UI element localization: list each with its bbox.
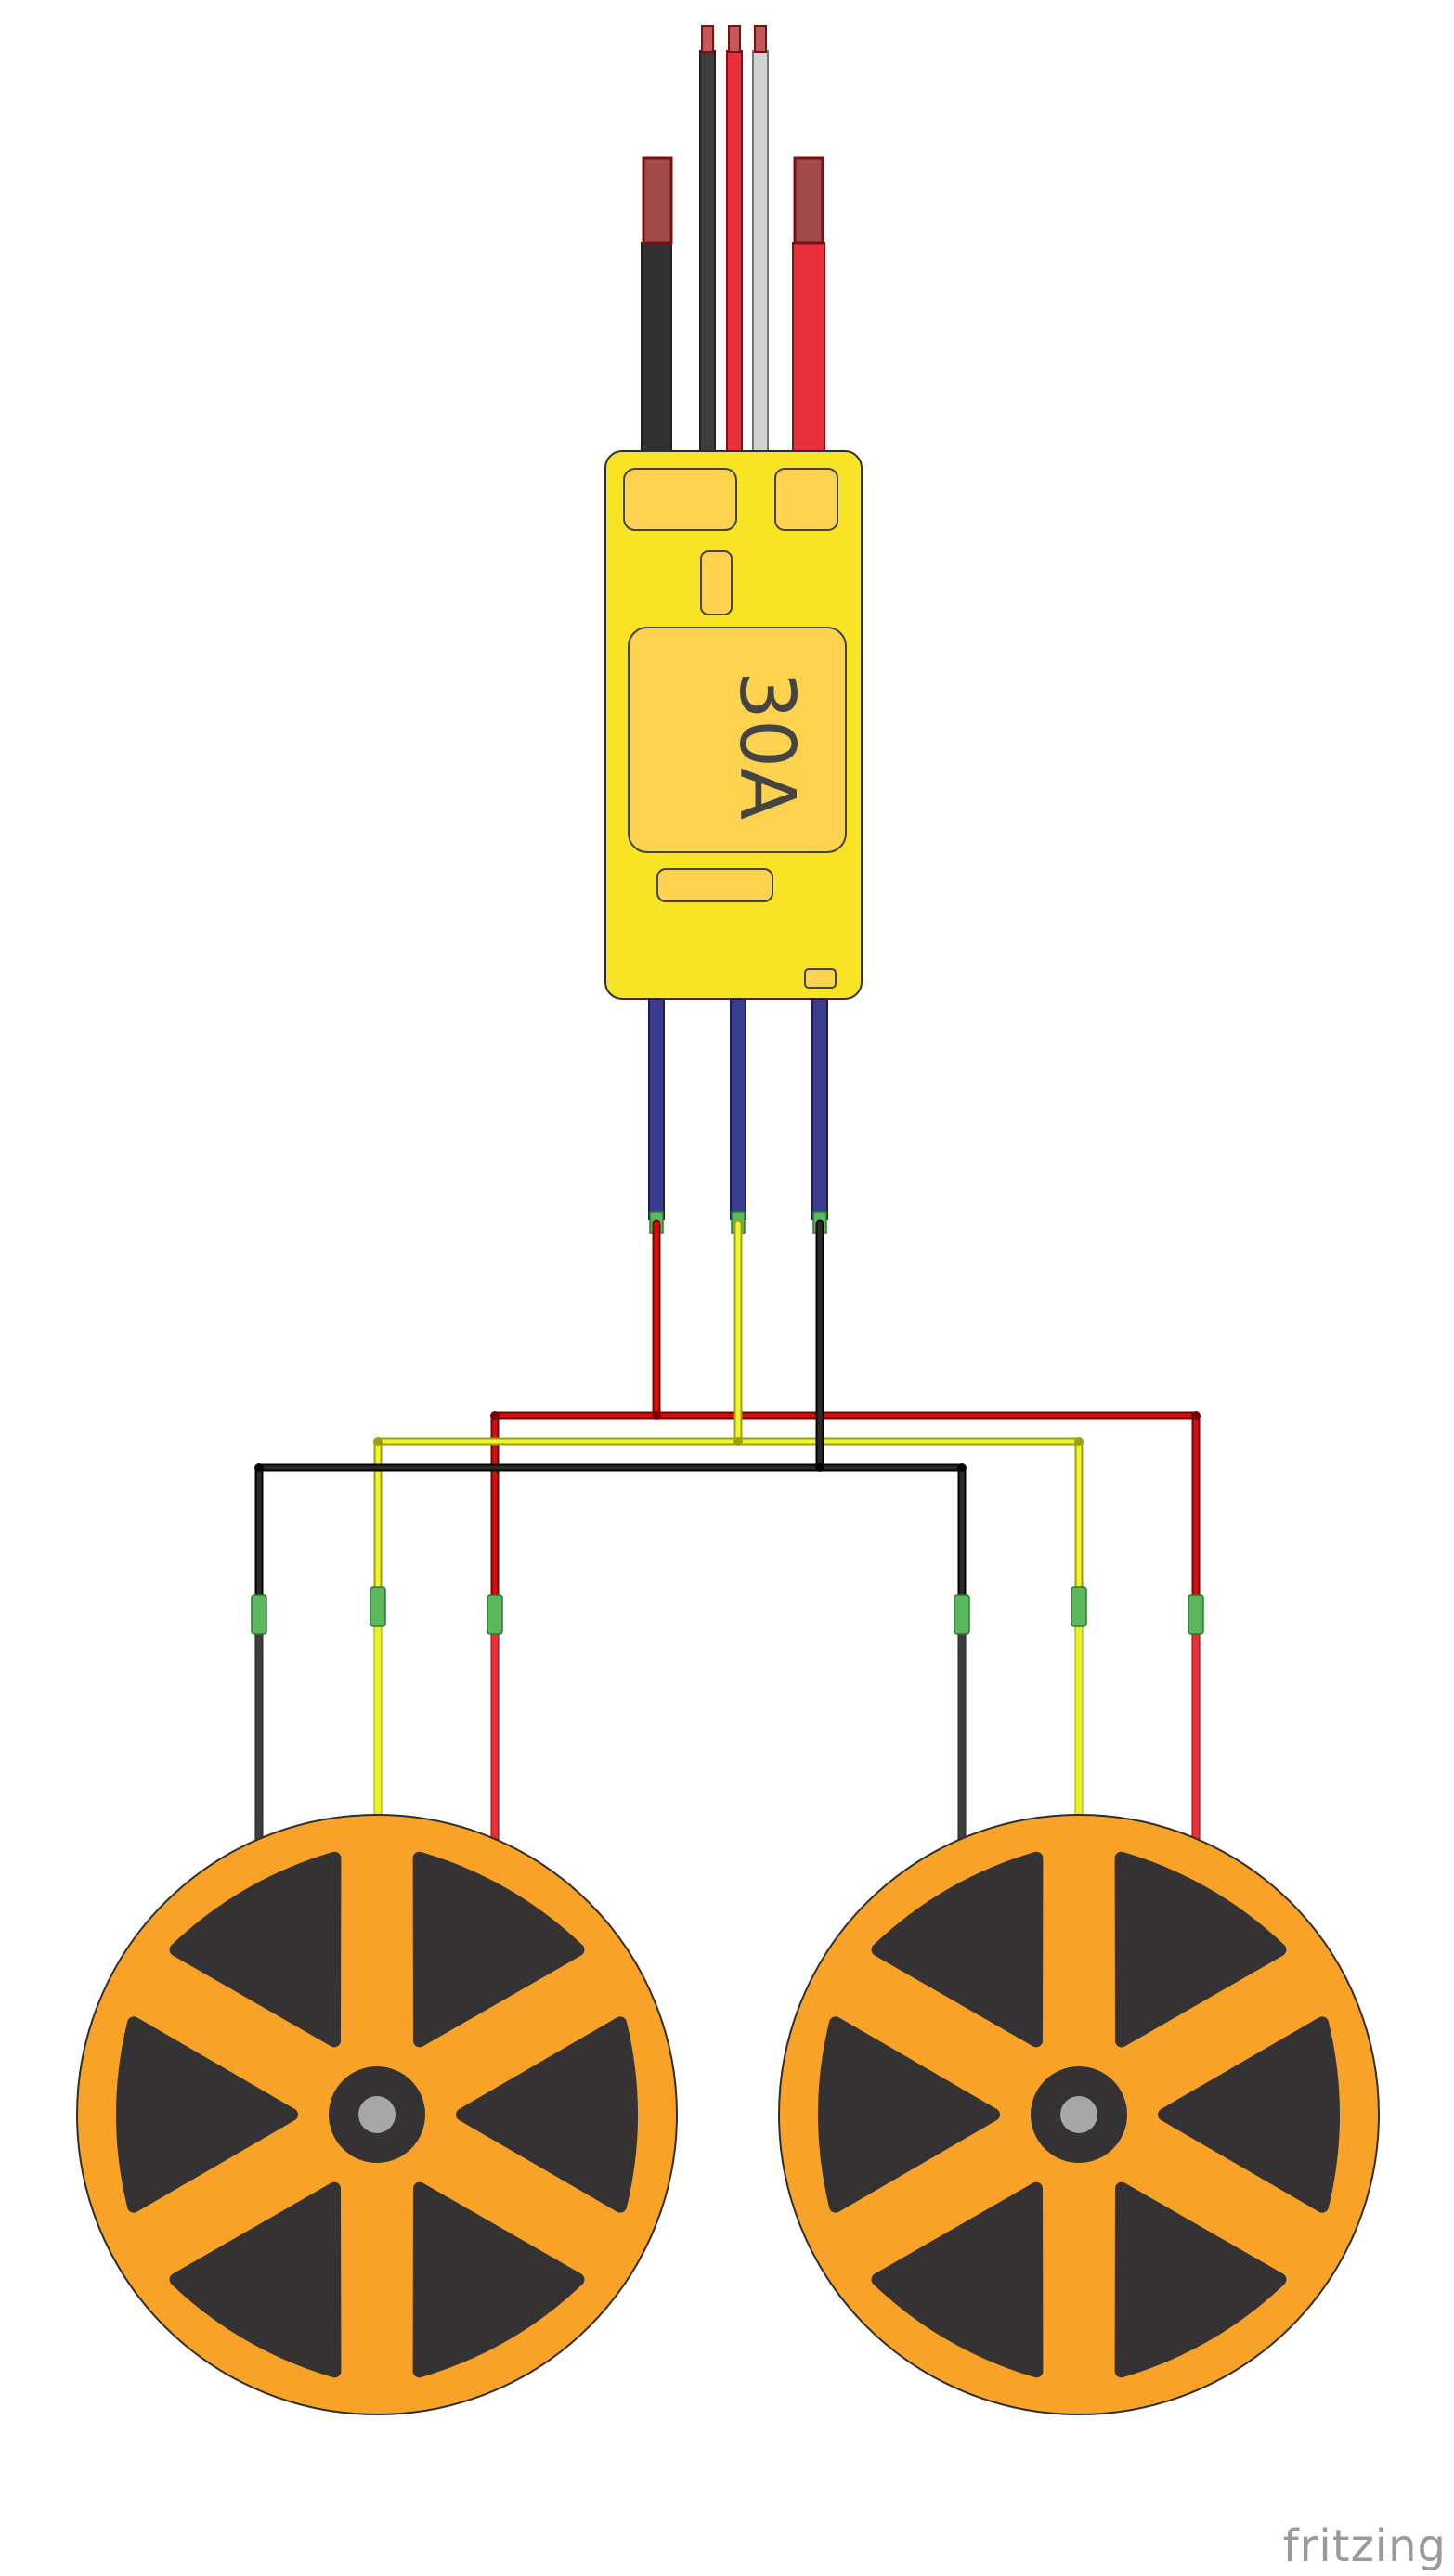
left-connector-yellow bbox=[370, 1586, 386, 1627]
motor-blade bbox=[1114, 1851, 1287, 2048]
jumper-wire-yellow-core bbox=[375, 1221, 741, 1616]
esc-output-wire-b bbox=[730, 998, 746, 1220]
jumper-wire-black-core bbox=[256, 1221, 823, 1616]
esc-output-wire-a bbox=[648, 998, 665, 1220]
signal-ground-wire bbox=[699, 50, 716, 453]
battery-negative-plug bbox=[642, 156, 673, 245]
esc-rating-label: 30A bbox=[722, 671, 811, 820]
right-connector-black bbox=[954, 1594, 970, 1635]
junction-black-end-right bbox=[957, 1463, 967, 1472]
motor-blade bbox=[169, 2181, 342, 2378]
esc-small-chip bbox=[700, 550, 733, 615]
esc-pad-right bbox=[774, 468, 838, 531]
signal-ground-tip bbox=[701, 25, 714, 53]
fritzing-watermark: fritzing bbox=[1282, 2520, 1447, 2572]
jumper-wire-black-right bbox=[815, 1463, 967, 1618]
junction-black-end-left bbox=[254, 1463, 264, 1472]
battery-negative-wire bbox=[641, 242, 672, 453]
right-motor-lead-red bbox=[1191, 1625, 1201, 1841]
motor-blade bbox=[116, 2016, 298, 2213]
battery-positive-plug bbox=[793, 156, 824, 245]
left-motor-lead-yellow bbox=[373, 1625, 383, 1818]
motor-lead-wires bbox=[251, 1586, 1204, 1841]
esc-led bbox=[804, 968, 837, 989]
esc-main-chip bbox=[628, 627, 847, 853]
right-motor-lead-yellow bbox=[1074, 1625, 1084, 1818]
jumper-wire-black-right-core bbox=[817, 1465, 965, 1616]
junction-yellow bbox=[733, 1437, 743, 1446]
esc-module: 30A bbox=[604, 450, 863, 1000]
motor-blade bbox=[871, 1851, 1044, 2048]
left-connector-red bbox=[487, 1594, 503, 1635]
battery-positive-wire bbox=[792, 242, 825, 453]
left-connector-black bbox=[251, 1594, 267, 1635]
junction-yellow-end-right bbox=[1074, 1437, 1084, 1446]
motor-shaft bbox=[358, 2096, 396, 2133]
motor-blade bbox=[456, 2016, 638, 2213]
motors bbox=[76, 1814, 1380, 2415]
signal-power-wire bbox=[726, 50, 743, 453]
jumper-wires bbox=[254, 1219, 1201, 1618]
signal-pwm-tip bbox=[754, 25, 767, 53]
motor-shaft bbox=[1060, 2096, 1097, 2133]
right-connector-yellow bbox=[1071, 1586, 1087, 1627]
motor-right bbox=[778, 1814, 1380, 2415]
esc-output-wires bbox=[648, 998, 828, 1234]
left-motor-lead-red bbox=[490, 1625, 500, 1841]
right-motor-lead-black bbox=[957, 1625, 967, 1841]
motor-blade bbox=[412, 2181, 585, 2378]
right-connector-red bbox=[1188, 1594, 1204, 1635]
motor-blade bbox=[169, 1851, 342, 2048]
jumper-wire-red bbox=[490, 1219, 661, 1618]
junction-black bbox=[815, 1463, 824, 1472]
motor-blade bbox=[818, 2016, 1000, 2213]
esc-battery-and-signal-wires bbox=[641, 25, 825, 453]
motor-blade bbox=[412, 1851, 585, 2048]
esc-output-wire-c bbox=[811, 998, 828, 1220]
esc-pad-left bbox=[623, 468, 737, 531]
signal-power-tip bbox=[728, 25, 741, 53]
jumper-wire-red-core bbox=[492, 1221, 659, 1616]
left-motor-lead-black bbox=[254, 1625, 264, 1841]
motor-blade bbox=[871, 2181, 1044, 2378]
motor-left bbox=[76, 1814, 678, 2415]
junction-yellow-end-left bbox=[373, 1437, 383, 1446]
esc-bottom-pad bbox=[656, 868, 773, 902]
junction-red-left bbox=[490, 1411, 500, 1420]
motor-blade bbox=[1158, 2016, 1340, 2213]
junction-red-end bbox=[1191, 1411, 1201, 1420]
junction-red bbox=[652, 1411, 661, 1420]
signal-pwm-wire bbox=[752, 50, 769, 453]
motor-blade bbox=[1114, 2181, 1287, 2378]
